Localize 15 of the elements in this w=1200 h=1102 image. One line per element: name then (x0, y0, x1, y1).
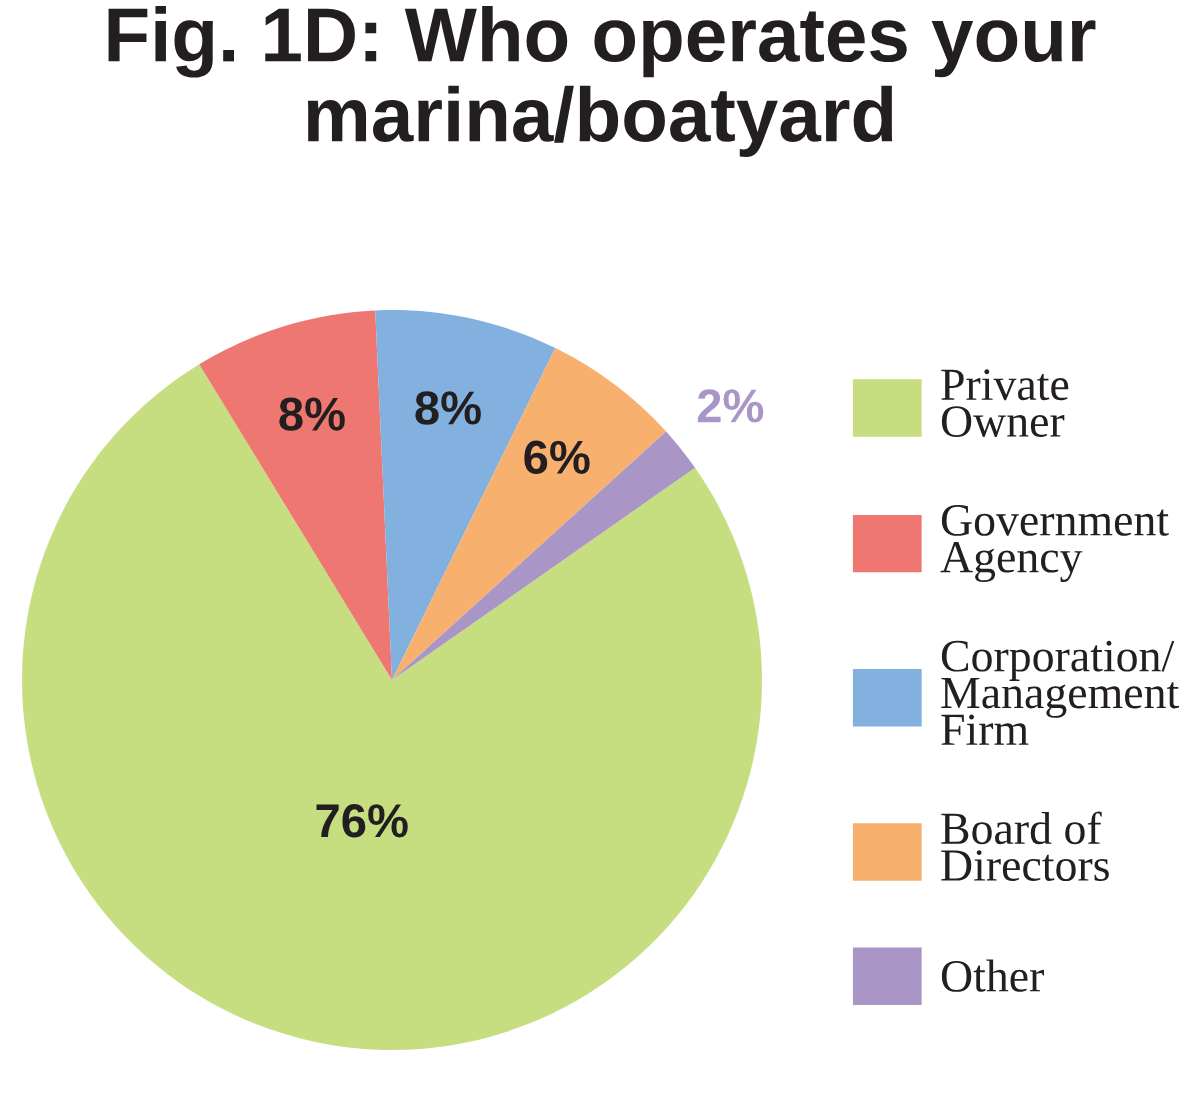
legend-label: Private Owner (941, 369, 1069, 437)
legend-label: Government Agency (940, 505, 1169, 583)
pie-slice (199, 310, 392, 680)
data-label: 8% (279, 397, 345, 431)
data-label: 76% (316, 804, 408, 838)
legend-label: Corporation/ Management Firm (941, 640, 1179, 745)
data-label: 2% (697, 389, 764, 423)
pie-slice (392, 431, 696, 680)
legend-label: Other (941, 959, 1044, 992)
data-label: 8% (415, 391, 481, 425)
pie-slice (22, 364, 762, 1050)
chart-title: Fig. 1D: Who operates your marina/boatyard (108, 6, 1096, 158)
data-label: 6% (524, 440, 590, 475)
pie-slice (392, 348, 667, 680)
legend-label: Board of Directors (941, 811, 1109, 881)
